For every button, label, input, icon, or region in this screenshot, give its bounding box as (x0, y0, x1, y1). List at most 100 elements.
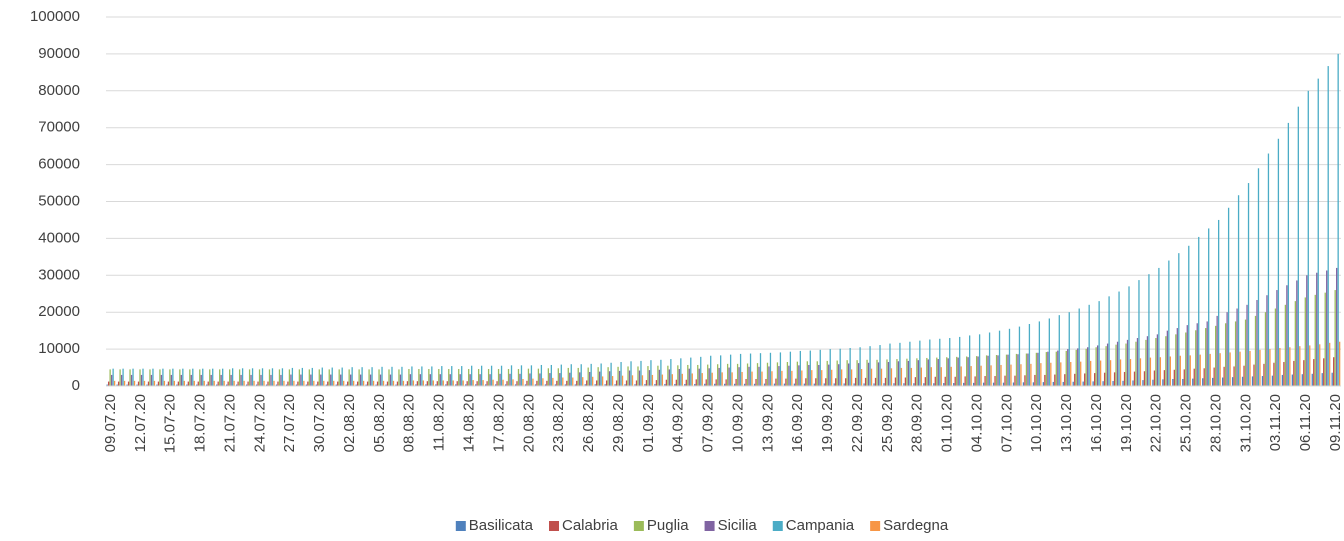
bar (381, 366, 383, 386)
bar (465, 384, 467, 386)
bar (992, 382, 995, 386)
bar (700, 356, 702, 386)
bar (886, 359, 888, 386)
bar (489, 374, 491, 386)
bar (480, 365, 483, 386)
bar (637, 366, 639, 386)
y-tick-label: 30000 (38, 266, 80, 283)
bar (685, 379, 687, 386)
bar (1202, 378, 1204, 386)
bar (624, 384, 626, 386)
bar (896, 359, 898, 386)
bar (944, 376, 946, 386)
x-tick-label: 09.11.20 (1327, 394, 1344, 451)
bar (759, 353, 762, 386)
bar (550, 364, 552, 386)
bar (412, 380, 415, 386)
bar (1014, 375, 1016, 386)
bar (1339, 341, 1341, 386)
bar (785, 378, 787, 386)
bar (330, 374, 332, 386)
bar (913, 383, 915, 386)
bar (526, 380, 528, 386)
bar (240, 374, 242, 386)
bar (1168, 260, 1170, 386)
bar (974, 376, 976, 386)
bar (618, 370, 621, 386)
bar (1162, 379, 1164, 386)
bar (658, 369, 661, 386)
bar (728, 367, 730, 386)
bar (395, 384, 397, 386)
y-tick-label: 40000 (38, 229, 80, 246)
bar (1109, 360, 1112, 386)
bar (1032, 382, 1035, 386)
bar (755, 378, 757, 386)
bar (783, 383, 786, 386)
bar (711, 372, 713, 386)
x-tick-label: 09.07.20 (102, 394, 119, 452)
bar (1294, 301, 1296, 386)
bar (547, 368, 550, 386)
bar (471, 365, 473, 386)
bar (954, 376, 956, 386)
bar (765, 378, 767, 386)
bar (1329, 342, 1331, 386)
bar (1105, 346, 1107, 386)
bar (1027, 353, 1029, 386)
bar (146, 384, 148, 386)
bar (1077, 348, 1079, 386)
bar (664, 383, 666, 386)
bar (791, 370, 793, 386)
bar (156, 384, 158, 386)
bar (492, 379, 494, 386)
bar (320, 374, 322, 386)
x-tick-label: 22.10.20 (1148, 394, 1165, 452)
bar (1331, 372, 1333, 386)
bar (475, 384, 477, 386)
bar (136, 384, 138, 386)
bar (818, 364, 820, 386)
bar (763, 383, 766, 386)
bar (1185, 332, 1187, 386)
bar (466, 381, 468, 386)
bar (510, 365, 513, 386)
bar (1196, 323, 1198, 386)
bar (512, 379, 514, 386)
bar (688, 368, 690, 386)
bar (1122, 380, 1124, 386)
bar (192, 368, 194, 386)
bar (1192, 378, 1194, 386)
bar (382, 380, 385, 386)
bar (1314, 294, 1316, 386)
bar (361, 367, 363, 386)
bar (735, 378, 737, 386)
bar (835, 378, 837, 386)
bar (916, 358, 918, 386)
legend-swatch (704, 521, 715, 531)
bar (917, 360, 920, 386)
x-tick-label: 28.10.20 (1207, 394, 1224, 452)
bar (207, 381, 209, 386)
bar (325, 384, 327, 386)
bar (846, 360, 848, 386)
bar (126, 384, 128, 386)
bar (365, 384, 367, 386)
bar (854, 377, 857, 386)
bar (177, 381, 180, 386)
bar (873, 383, 875, 386)
bar (490, 365, 493, 386)
bar (959, 336, 961, 386)
bar (368, 369, 370, 386)
bar (409, 374, 412, 386)
x-tick-label: 15.07-20 (162, 394, 179, 453)
bar (1139, 358, 1142, 386)
bar (988, 332, 991, 386)
bar (233, 380, 235, 386)
bar (1283, 362, 1285, 386)
bar (850, 369, 853, 386)
bar (529, 373, 531, 386)
bar (933, 383, 935, 386)
bar (514, 384, 517, 386)
bar (1172, 378, 1174, 386)
